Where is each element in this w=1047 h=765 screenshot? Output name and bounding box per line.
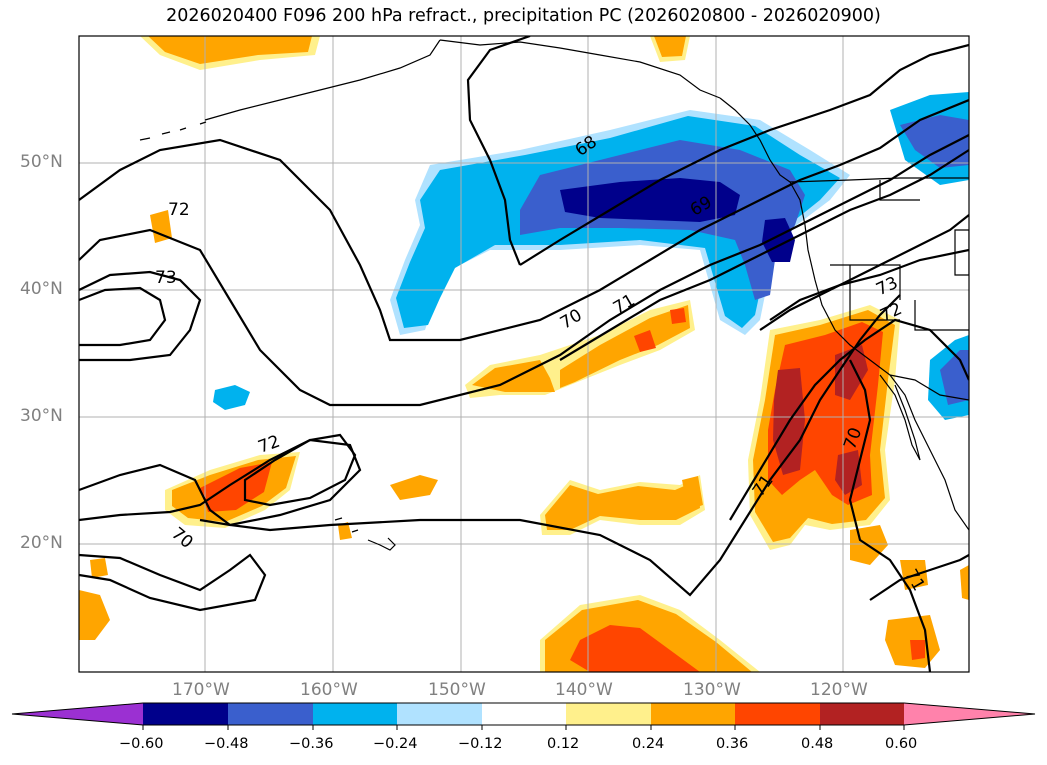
- shade-pos-red-c2: [670, 308, 686, 324]
- coastlines: [139, 39, 969, 551]
- colorbar-swatch: [651, 703, 735, 725]
- contour-70-se: [848, 359, 932, 672]
- lat-label-20n: 20°N: [20, 533, 63, 553]
- colorbar-tick-label: 0.24: [632, 736, 665, 752]
- colorbar-tick-label: −0.36: [289, 736, 334, 752]
- shade-pos-red-se: [910, 640, 925, 660]
- colorbar-tick-label: −0.24: [373, 736, 418, 752]
- north-america-west-coast: [789, 181, 969, 531]
- graticule: [79, 36, 969, 672]
- colorbar-extend-right: [904, 703, 1035, 725]
- us-mexico-border: [889, 374, 969, 401]
- lat-label-40n: 40°N: [20, 279, 63, 299]
- state-lines: [830, 180, 969, 331]
- colorbar-swatch: [482, 703, 566, 725]
- shade-pos-orange-isl1: [390, 475, 438, 500]
- contour-71-main: [559, 149, 969, 361]
- refractivity-contours: [79, 36, 969, 672]
- aleutians: [139, 121, 207, 141]
- contour-73-w: [79, 553, 267, 612]
- contour-70: [79, 134, 969, 407]
- colorbar-tick-label: 0.60: [885, 736, 918, 752]
- colorbar-swatch: [820, 703, 904, 725]
- positive-precip-shading: [79, 36, 969, 672]
- alaska-coast: [204, 39, 721, 121]
- lon-label-170w: 170°W: [172, 680, 230, 700]
- baja-california: [879, 374, 921, 461]
- colorbar-swatch: [143, 703, 228, 725]
- figure-title: 2026020400 F096 200 hPa refract., precip…: [166, 6, 881, 26]
- shade-pos-orange-e: [960, 565, 969, 600]
- colorbar-tick-label: 0.36: [716, 736, 749, 752]
- lon-label-140w: 140°W: [555, 680, 613, 700]
- shade-neg-darkest: [560, 178, 740, 222]
- shade-pos-orange-isl3: [150, 210, 172, 243]
- lat-label-50n: 50°N: [20, 152, 63, 172]
- contour-72: [759, 214, 969, 331]
- colorbar: [11, 702, 1036, 730]
- colorbar-swatch: [566, 703, 651, 725]
- contour-72-s: [243, 433, 357, 507]
- contour-label: 73: [155, 268, 177, 288]
- lon-label-150w: 150°W: [428, 680, 486, 700]
- lon-label-120w: 120°W: [810, 680, 868, 700]
- colorbar-tick-label: −0.60: [119, 736, 164, 752]
- us-canada-border: [789, 177, 969, 183]
- contour-label: 72: [168, 200, 190, 220]
- contour-71-e: [869, 554, 969, 601]
- colorbar-tick-label: −0.12: [458, 736, 503, 752]
- shade-pos-orange-isl4: [338, 522, 352, 540]
- shade-neg-small: [213, 385, 250, 410]
- contour-68: [466, 36, 969, 266]
- contour-71-se: [729, 318, 969, 521]
- colorbar-swatch: [735, 703, 820, 725]
- contour-71: [79, 270, 202, 362]
- alaska-panhandle: [719, 97, 791, 183]
- contour-73: [769, 248, 969, 321]
- map-frame: [78, 35, 970, 673]
- shade-pos-orange-cs: [545, 480, 700, 530]
- contour-72-w: [79, 286, 167, 347]
- colorbar-extend-left: [12, 703, 143, 725]
- colorbar-swatch: [397, 703, 482, 725]
- contour-70-s: [79, 294, 901, 597]
- shade-pos-orange-n: [654, 36, 686, 57]
- shade-pos-red-s: [570, 625, 700, 672]
- hawaii: [334, 517, 396, 551]
- colorbar-tick-label: 0.12: [547, 736, 580, 752]
- lon-label-130w: 130°W: [683, 680, 741, 700]
- shade-pos-orange-isl2: [682, 476, 703, 510]
- colorbar-tick-label: 0.48: [801, 736, 834, 752]
- shade-pos-orange-nw: [148, 36, 312, 64]
- colorbar-tick-label: −0.48: [204, 736, 249, 752]
- colorbar-swatch: [313, 703, 397, 725]
- shade-pos-darkred-3: [835, 450, 862, 495]
- shade-pos-orange-sw2: [90, 558, 108, 578]
- shade-pos-red-c: [634, 330, 656, 352]
- colorbar-swatch: [228, 703, 313, 725]
- lon-label-160w: 160°W: [300, 680, 358, 700]
- shade-neg-ne-strong: [900, 115, 969, 168]
- contour-69: [79, 98, 969, 342]
- shade-pos-orange-c2: [560, 305, 690, 388]
- shade-pos-orange-swcorner: [79, 590, 110, 640]
- map-plot-area: 68 69 70 71 72 73 72 73 70 72 71 70 71: [79, 36, 969, 672]
- lat-label-30n: 30°N: [20, 406, 63, 426]
